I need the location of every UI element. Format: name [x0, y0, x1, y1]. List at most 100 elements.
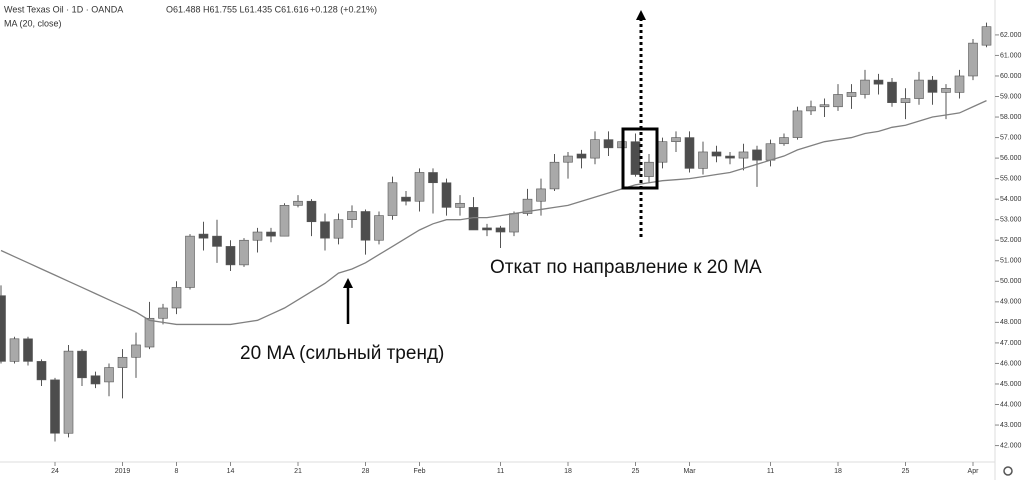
y-tick-label: 57.000: [1000, 134, 1022, 141]
y-tick-label: 53.000: [1000, 217, 1022, 224]
candle-body: [941, 87, 951, 93]
y-tick-label: 46.000: [1000, 360, 1022, 367]
candle-body: [455, 202, 465, 208]
x-tick-label: 11: [767, 468, 774, 475]
x-tick-label: 24: [51, 468, 59, 475]
change: +0.128 (+0.21%): [310, 4, 377, 14]
y-tick-label: 47.000: [1000, 340, 1022, 347]
x-tick-label: 21: [294, 468, 302, 475]
y-tick-label: 56.000: [1000, 155, 1022, 162]
candle-body: [401, 196, 411, 202]
candle-body: [711, 151, 722, 157]
candle-body: [495, 227, 506, 233]
candle-body: [414, 172, 425, 202]
candle-body: [333, 219, 344, 239]
x-tick-label: 11: [497, 468, 504, 475]
y-tick-label: 60.000: [1000, 73, 1022, 80]
x-tick-label: 18: [834, 468, 842, 475]
y-tick-label: 52.000: [1000, 237, 1022, 244]
candle-body: [279, 205, 290, 237]
candle-body: [630, 141, 641, 175]
ohlc: O61.488 H61.755 L61.435 C61.616: [166, 4, 309, 14]
candle-body: [576, 153, 587, 159]
annotation: 20 MA (сильный тренд): [240, 343, 444, 364]
x-tick-label: 18: [564, 468, 572, 475]
candle-body: [873, 79, 884, 85]
y-tick-label: 42.000: [1000, 442, 1022, 449]
candle-body: [171, 287, 182, 309]
x-tick-label: 28: [362, 468, 370, 475]
x-tick-label: Mar: [683, 468, 696, 475]
annotation: Откат по направление к 20 MA: [490, 257, 762, 278]
candle-body: [806, 106, 816, 112]
candle-body: [644, 161, 654, 177]
candle-body: [252, 231, 263, 241]
ma-line: [0, 100, 987, 326]
candle-body: [212, 235, 222, 247]
candle-body: [590, 139, 600, 159]
arrow-head: [343, 278, 353, 288]
y-tick-label: 58.000: [1000, 114, 1022, 121]
candle-body: [563, 155, 573, 163]
candle-body: [104, 367, 114, 383]
indicator-label: MA (20, close): [4, 18, 62, 28]
candle-body: [779, 137, 789, 145]
candle-body: [320, 221, 330, 239]
plot: [0, 22, 992, 442]
candle-body: [860, 79, 870, 95]
y-tick-label: 55.000: [1000, 175, 1022, 182]
y-tick-label: 51.000: [1000, 258, 1022, 265]
candle-body: [536, 188, 546, 202]
candle-body: [603, 139, 614, 149]
candle-body: [441, 182, 452, 208]
candle-body: [50, 379, 60, 434]
y-tick-label: 49.000: [1000, 299, 1022, 306]
candle-body: [117, 356, 128, 368]
candle-body: [63, 350, 74, 434]
y-tick-label: 54.000: [1000, 196, 1022, 203]
symbol: West Texas Oil · 1D · OANDA: [4, 4, 123, 14]
candle-body: [981, 26, 992, 46]
x-tick-label: 25: [902, 468, 910, 475]
arrow-head: [636, 10, 646, 20]
candle-body: [914, 79, 924, 99]
candle-body: [549, 161, 560, 190]
candle-body: [833, 94, 843, 108]
candle-body: [23, 338, 33, 362]
candle-body: [752, 149, 762, 161]
x-tick-label: 8: [175, 468, 179, 475]
candle-body: [792, 110, 803, 138]
y-tick-label: 48.000: [1000, 319, 1022, 326]
settings-icon[interactable]: [1003, 466, 1013, 476]
candle-body: [522, 198, 533, 214]
candle-body: [509, 213, 519, 233]
y-tick-label: 43.000: [1000, 422, 1022, 429]
candle-body: [36, 361, 47, 381]
candle-body: [725, 155, 735, 159]
y-tick-label: 45.000: [1000, 381, 1022, 388]
candle-body: [9, 338, 20, 362]
candle-body: [684, 137, 695, 169]
y-tick-label: 62.000: [1000, 32, 1022, 39]
candle-body: [900, 98, 911, 103]
candle-body: [144, 317, 155, 348]
candle-body: [765, 143, 776, 161]
x-tick-label: 2019: [115, 468, 131, 475]
candle-body: [374, 215, 384, 241]
candle-body: [158, 307, 168, 319]
candle-body: [954, 75, 965, 93]
x-tick-label: 14: [227, 468, 235, 475]
candle-body: [428, 172, 438, 184]
candle-body: [225, 246, 236, 266]
candle-body: [347, 211, 357, 221]
candle-body: [846, 92, 857, 97]
candle-body: [77, 350, 87, 379]
candle-body: [131, 344, 141, 358]
candle-body: [887, 81, 897, 103]
candle-body: [90, 375, 101, 385]
candle-body: [698, 151, 708, 169]
candle-body: [0, 295, 6, 362]
candle-body: [185, 235, 195, 288]
